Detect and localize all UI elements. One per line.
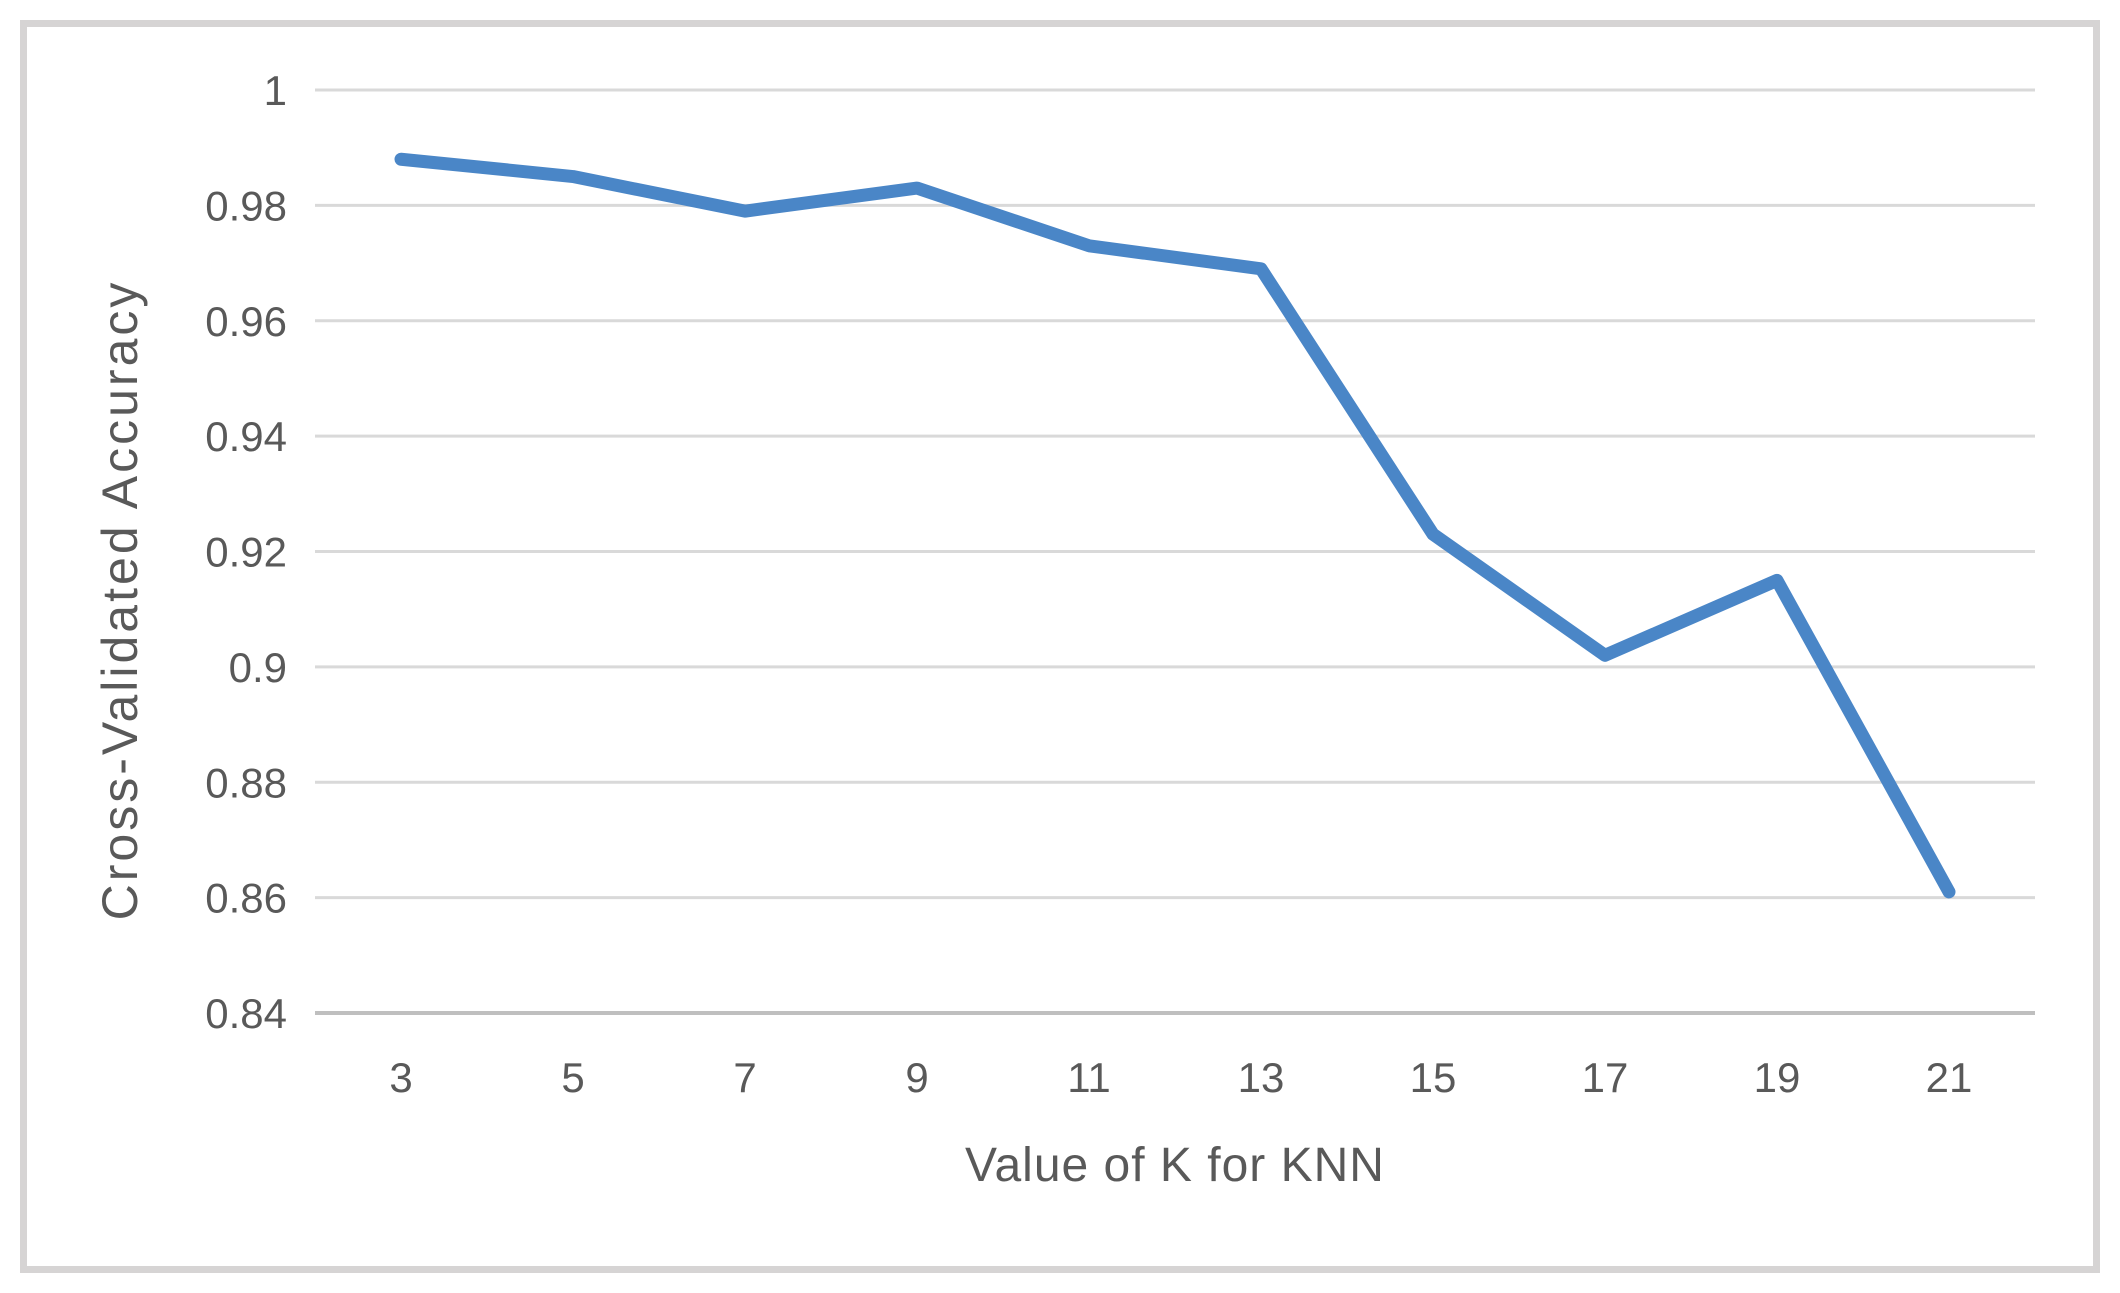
x-tick-label: 3 [389,1054,412,1101]
x-tick-label: 17 [1582,1054,1629,1101]
x-tick-label: 19 [1754,1054,1801,1101]
y-tick-label: 0.92 [205,529,287,576]
y-tick-label: 0.9 [229,644,287,691]
x-tick-label: 11 [1067,1054,1111,1101]
x-tick-label: 5 [561,1054,584,1101]
y-tick-label: 1 [264,67,287,114]
y-axis-title: Cross-Validated Accuracy [92,279,148,921]
y-tick-label: 0.84 [205,990,287,1037]
y-tick-label: 0.98 [205,182,287,229]
x-tick-label: 7 [733,1054,756,1101]
x-tick-label: 13 [1238,1054,1285,1101]
x-tick-label: 21 [1926,1054,1973,1101]
accuracy-series-line [394,152,1956,899]
x-tick-label: 15 [1410,1054,1457,1101]
y-tick-label: 0.86 [205,875,287,922]
x-axis-title: Value of K for KNN [965,1139,1385,1192]
y-tick-label: 0.94 [205,413,287,460]
chart-border [20,20,2100,1273]
y-tick-label: 0.96 [205,298,287,345]
x-tick-label: 9 [905,1054,928,1101]
y-tick-label: 0.88 [205,759,287,806]
